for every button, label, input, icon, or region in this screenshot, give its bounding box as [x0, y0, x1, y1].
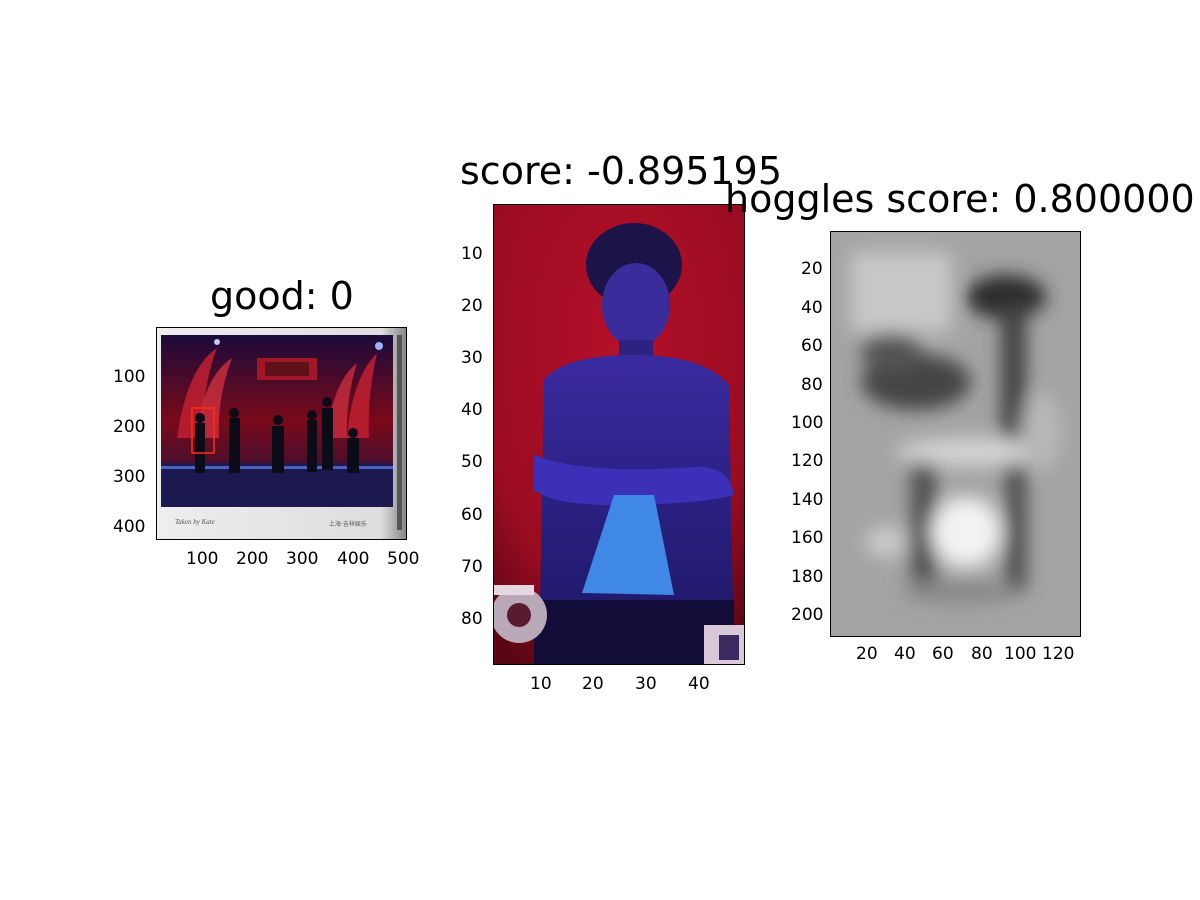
- y-tick: 160: [791, 528, 824, 548]
- x-tick: 20: [856, 644, 878, 664]
- x-tick: 500: [387, 549, 420, 569]
- panel-title: hoggles score: 0.800000: [725, 177, 1195, 221]
- y-tick: 120: [791, 451, 824, 471]
- y-tick: 100: [791, 413, 824, 433]
- y-tick: 200: [791, 605, 824, 625]
- y-tick: 10: [461, 244, 483, 264]
- y-tick: 180: [791, 567, 824, 587]
- x-tick: 100: [1004, 644, 1037, 664]
- panel-title: score: -0.895195: [460, 149, 783, 193]
- y-tick: 60: [801, 336, 823, 356]
- x-tick: 200: [236, 549, 269, 569]
- image-axes: Taken by Kate 上海·吉祥娱乐: [156, 327, 407, 540]
- y-tick: 20: [801, 259, 823, 279]
- x-tick: 40: [894, 644, 916, 664]
- cropped-person-image: [494, 205, 744, 664]
- x-tick: 300: [286, 549, 319, 569]
- stage-photo: Taken by Kate 上海·吉祥娱乐: [157, 328, 406, 539]
- x-tick: 40: [688, 674, 710, 694]
- x-tick: 400: [337, 549, 370, 569]
- x-tick: 60: [932, 644, 954, 664]
- svg-text:上海·吉祥娱乐: 上海·吉祥娱乐: [329, 520, 367, 528]
- y-tick: 20: [461, 296, 483, 316]
- y-tick: 30: [461, 348, 483, 368]
- hoggles-image: [831, 232, 1080, 636]
- y-tick: 80: [461, 609, 483, 629]
- y-tick: 300: [113, 467, 146, 487]
- y-tick: 40: [801, 298, 823, 318]
- y-tick: 40: [461, 400, 483, 420]
- y-tick: 200: [113, 417, 146, 437]
- x-tick: 20: [582, 674, 604, 694]
- svg-text:Taken by Kate: Taken by Kate: [175, 518, 215, 526]
- y-tick: 140: [791, 490, 824, 510]
- y-tick: 400: [113, 517, 146, 537]
- panel-title: good: 0: [210, 274, 354, 318]
- x-tick: 10: [530, 674, 552, 694]
- x-tick: 30: [635, 674, 657, 694]
- y-tick: 50: [461, 452, 483, 472]
- detection-box: [191, 407, 215, 454]
- y-tick: 100: [113, 367, 146, 387]
- y-tick: 70: [461, 557, 483, 577]
- y-tick: 80: [801, 375, 823, 395]
- x-tick: 100: [186, 549, 219, 569]
- x-tick: 120: [1042, 644, 1075, 664]
- image-axes: [493, 204, 745, 665]
- x-tick: 80: [971, 644, 993, 664]
- image-axes: [830, 231, 1081, 637]
- y-tick: 60: [461, 505, 483, 525]
